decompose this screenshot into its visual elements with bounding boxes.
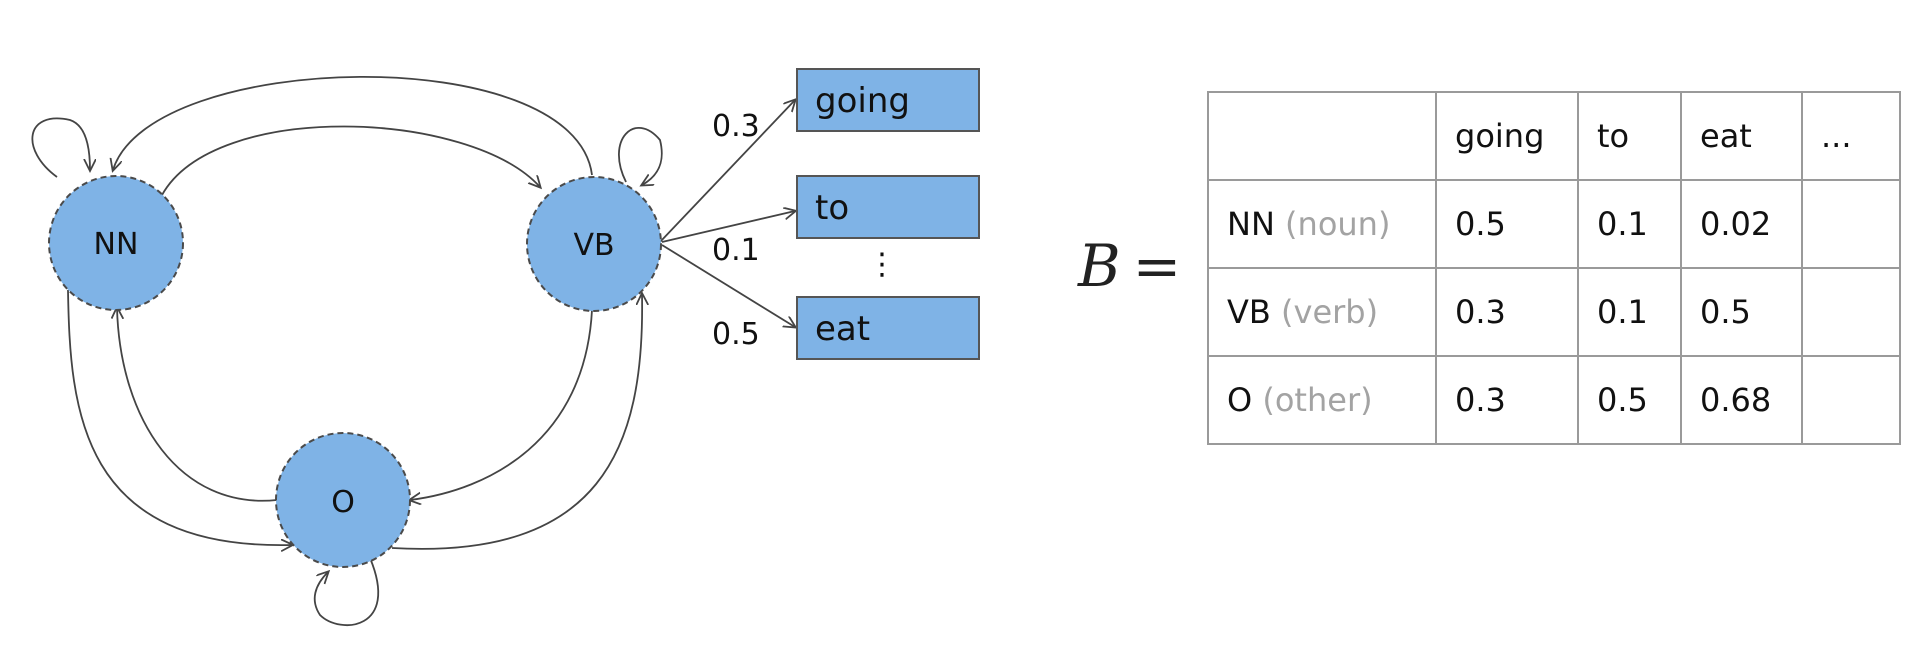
header-to: to [1577, 91, 1682, 181]
emission-arrow-eat [661, 244, 795, 327]
table-cell: 0.02 [1680, 179, 1803, 269]
observation-label-going: going [815, 81, 910, 121]
table-cell: 0.3 [1435, 267, 1579, 357]
table-cell [1801, 355, 1901, 445]
edge-vb-self [618, 127, 663, 185]
edge-nn-self [31, 117, 90, 178]
table-row-vb: VB (verb) 0.3 0.1 0.5 [1207, 267, 1901, 357]
header-ellipsis: ... [1801, 91, 1901, 181]
row-desc: (other) [1262, 381, 1373, 419]
row-label-o: O (other) [1207, 355, 1437, 445]
state-label-vb: VB [573, 228, 614, 263]
row-tag: O [1227, 381, 1253, 419]
observation-label-to: to [815, 188, 849, 228]
observation-ellipsis: ⋮ [867, 247, 897, 282]
row-label-nn: NN (noun) [1207, 179, 1437, 269]
observation-box-going: going [796, 68, 980, 132]
edge-o-nn [117, 308, 278, 502]
row-tag: NN [1227, 205, 1275, 243]
emission-prob-going: 0.3 [712, 109, 760, 144]
table-cell: 0.1 [1577, 179, 1682, 269]
table-cell [1801, 267, 1901, 357]
edge-o-vb [391, 294, 642, 550]
emission-matrix-table: going to eat ... NN (noun) 0.5 0.1 0.02 … [1207, 91, 1901, 445]
table-cell: 0.3 [1435, 355, 1579, 445]
state-node-vb: VB [526, 176, 662, 312]
row-label-vb: VB (verb) [1207, 267, 1437, 357]
table-cell: 0.5 [1680, 267, 1803, 357]
emission-prob-eat: 0.5 [712, 317, 760, 352]
state-node-nn: NN [48, 175, 184, 311]
observation-label-eat: eat [815, 309, 870, 349]
row-desc: (noun) [1285, 205, 1391, 243]
matrix-symbol: B [1078, 232, 1121, 300]
edge-nn-vb [161, 125, 540, 196]
header-corner [1207, 91, 1437, 181]
emission-arrow-going [659, 100, 795, 243]
table-cell: 0.68 [1680, 355, 1803, 445]
table-header-row: going to eat ... [1207, 91, 1901, 181]
edge-o-self [313, 557, 379, 627]
row-tag: VB [1227, 293, 1271, 331]
edge-vb-nn [113, 76, 593, 176]
table-cell [1801, 179, 1901, 269]
observation-box-to: to [796, 175, 980, 239]
edge-vb-o [410, 309, 593, 500]
state-label-nn: NN [94, 227, 139, 262]
state-node-o: O [275, 432, 411, 568]
table-cell: 0.1 [1577, 267, 1682, 357]
row-desc: (verb) [1281, 293, 1379, 331]
table-row-nn: NN (noun) 0.5 0.1 0.02 [1207, 179, 1901, 269]
matrix-equals: = [1132, 232, 1182, 300]
state-label-o: O [331, 485, 355, 520]
hmm-diagram: NN VB O going to ⋮ eat 0.3 0.1 0.5 [31, 68, 980, 627]
table-cell: 0.5 [1435, 179, 1579, 269]
header-eat: eat [1680, 91, 1803, 181]
observation-box-eat: eat [796, 296, 980, 360]
header-going: going [1435, 91, 1579, 181]
table-row-o: O (other) 0.3 0.5 0.68 [1207, 355, 1901, 445]
matrix-name: B = [1078, 232, 1181, 300]
edge-nn-o [67, 289, 292, 545]
emission-prob-to: 0.1 [712, 233, 760, 268]
emission-arrow-to [661, 211, 795, 243]
table-cell: 0.5 [1577, 355, 1682, 445]
